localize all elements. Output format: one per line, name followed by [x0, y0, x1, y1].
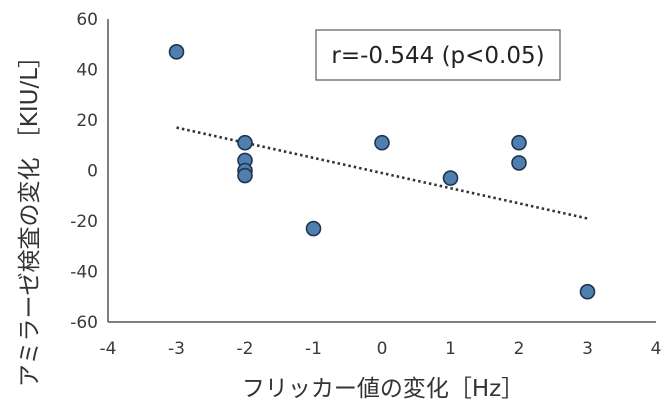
data-point [237, 134, 253, 151]
trendline [176, 126, 588, 220]
data-point [511, 134, 527, 151]
y-tick-label: -60 [70, 313, 98, 333]
data-point [305, 220, 322, 237]
x-tick-label: -4 [100, 339, 117, 359]
y-tick-labels: -60 -40 -20 0 20 40 60 [70, 10, 98, 333]
data-point [237, 167, 253, 184]
x-tick-labels: -4 -3 -2 -1 0 1 2 3 4 [100, 339, 662, 359]
y-tick-label: -40 [70, 263, 98, 283]
y-tick-label: -20 [70, 212, 98, 232]
x-tick-label: 1 [445, 339, 456, 359]
x-tick-label: 3 [582, 339, 593, 359]
correlation-annotation-box: r=-0.544 (p<0.05) [315, 29, 561, 81]
axes [107, 19, 656, 323]
correlation-annotation: r=-0.544 (p<0.05) [331, 43, 544, 69]
data-point [579, 283, 596, 300]
y-axis-title: アミラーゼ検査の変化 ［KIU/L］ [17, 45, 43, 387]
y-tick-label: 20 [76, 111, 98, 131]
y-tick-label: 40 [76, 61, 98, 81]
data-point [511, 155, 527, 171]
x-tick-label: -3 [168, 339, 185, 359]
data-point [442, 170, 459, 186]
data-point [374, 134, 390, 151]
x-tick-label: 4 [651, 339, 662, 359]
y-tick-label: 0 [87, 162, 98, 182]
x-axis-title: フリッカー値の変化［Hz］ [242, 376, 524, 402]
y-tick-label: 60 [76, 10, 98, 30]
x-tick-label: -2 [237, 339, 254, 359]
x-tick-label: -1 [305, 339, 322, 359]
x-tick-label: 2 [514, 339, 525, 359]
data-point [168, 44, 185, 60]
x-tick-label: 0 [377, 339, 388, 359]
data-points [168, 44, 596, 300]
